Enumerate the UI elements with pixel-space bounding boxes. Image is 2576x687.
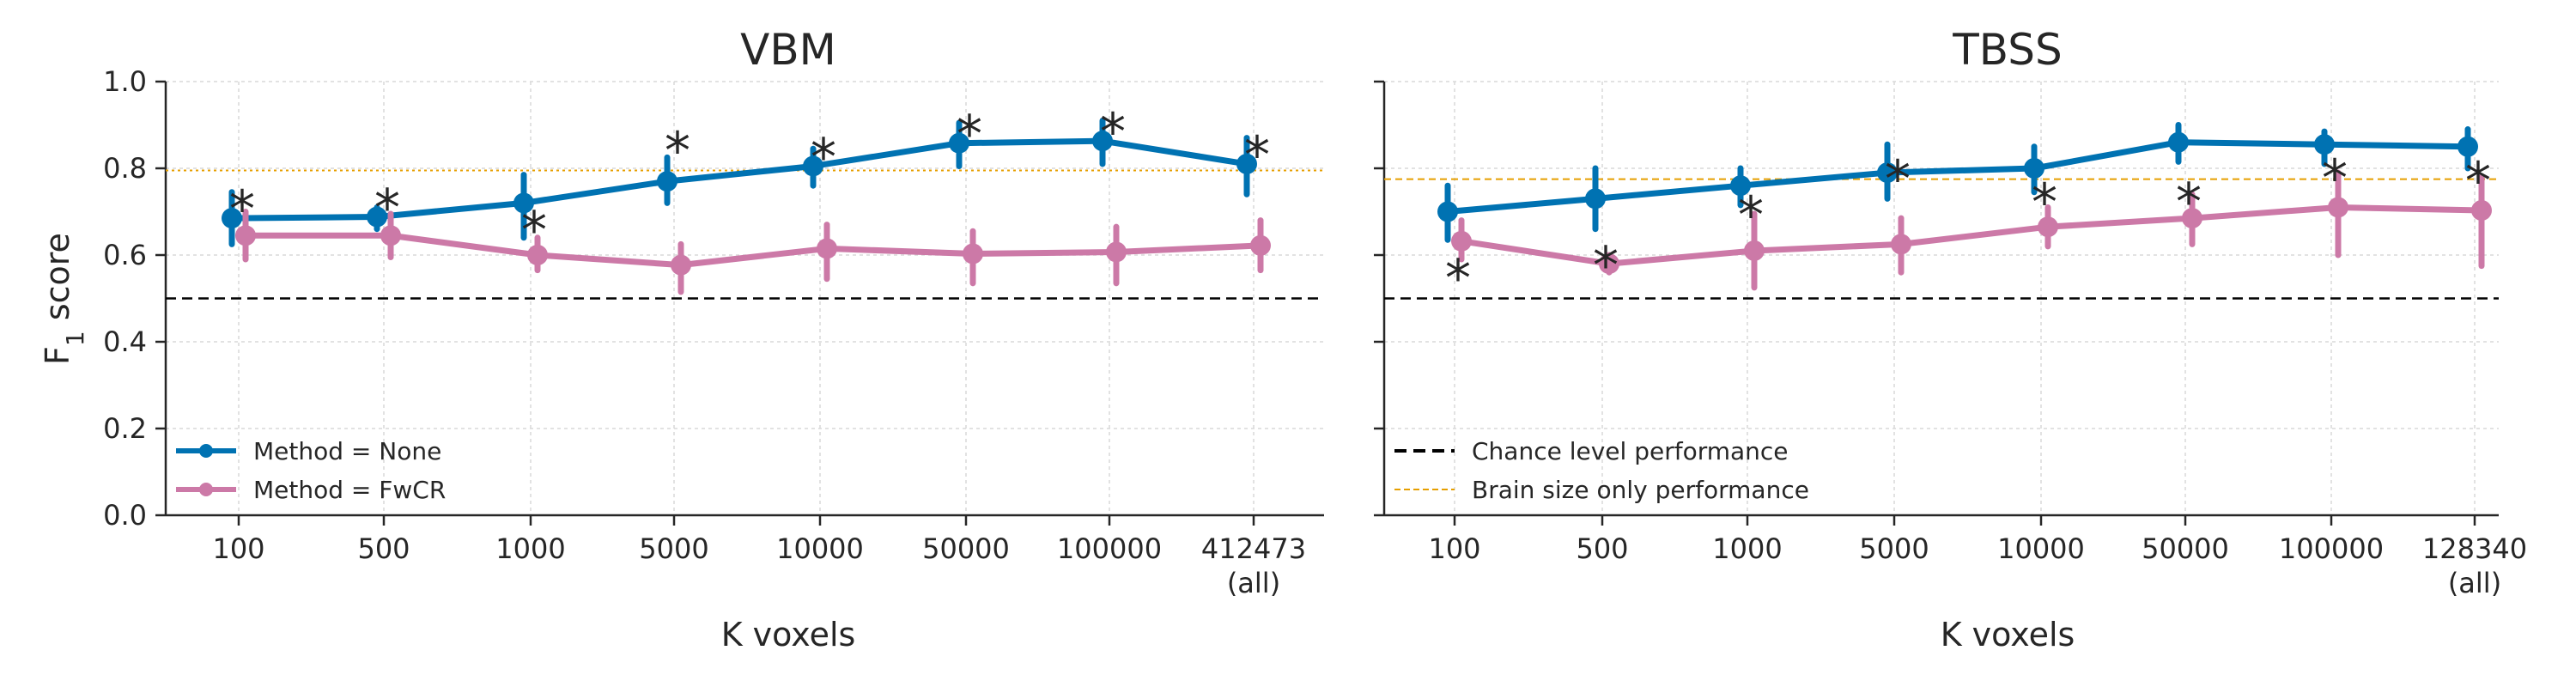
data-point: [657, 171, 677, 192]
vbm-x-axis-label: K voxels: [721, 616, 856, 654]
significance-marker: *: [2032, 173, 2057, 233]
data-point: [1236, 153, 1257, 174]
significance-marker: *: [1738, 185, 1764, 246]
significance-marker: *: [811, 127, 836, 187]
legend-marker: [199, 444, 213, 458]
y-tick-label: 0.0: [103, 499, 147, 532]
significance-marker: *: [1100, 102, 1126, 162]
legend-label: Method = FwCR: [253, 476, 446, 504]
data-point: [222, 208, 242, 229]
data-point: [817, 238, 837, 259]
data-point: [949, 132, 969, 154]
significance-marker: *: [1593, 235, 1619, 295]
series-line-1: [246, 232, 1261, 269]
tbss-panel: TBSS K voxels 100 500 1000 5000 10000 50000 10…: [1374, 25, 2527, 654]
x-tick-label: 500: [357, 532, 410, 565]
data-point: [1599, 253, 1619, 275]
data-point: [1744, 240, 1765, 261]
x-tick-label: 100000: [2279, 532, 2384, 565]
vbm-panel: VBM K voxels F1 score 0.0 0.2 0.4 0.6 0.8 1.0…: [39, 25, 1324, 654]
data-point: [527, 245, 548, 265]
significance-marker: *: [2322, 149, 2348, 209]
x-tick-label: 1000: [495, 532, 565, 565]
tbss-title: TBSS: [1952, 25, 2062, 75]
significance-marker: *: [2465, 151, 2491, 211]
data-point: [1451, 230, 1472, 252]
significance-marker: *: [957, 105, 982, 165]
data-point: [2168, 131, 2189, 153]
tbss-x-axis-label: K voxels: [1941, 616, 2075, 654]
series-line-0: [1447, 139, 2469, 215]
data-point: [963, 243, 983, 264]
data-point: [513, 192, 534, 214]
x-tick-label: 1000: [1712, 532, 1782, 565]
data-point: [1891, 234, 1911, 255]
data-point: [1106, 241, 1127, 263]
x-tick-label: 500: [1576, 532, 1628, 565]
vbm-title: VBM: [740, 25, 836, 75]
data-point: [803, 155, 823, 177]
significance-marker: *: [1445, 249, 1471, 309]
series-line-0: [231, 137, 1248, 222]
significance-marker: *: [1885, 149, 1911, 210]
data-point: [1092, 131, 1113, 152]
x-tick-label: 412473 (all): [1201, 532, 1306, 599]
y-tick-label: 0.8: [103, 152, 147, 185]
data-point: [2024, 158, 2044, 179]
data-point: [2038, 216, 2058, 238]
data-point: [2328, 197, 2348, 218]
data-point: [380, 225, 401, 246]
x-tick-label: 50000: [2142, 532, 2229, 565]
x-tick-label: 5000: [639, 532, 708, 565]
data-point: [671, 254, 691, 276]
significance-marker: *: [1244, 125, 1270, 185]
significance-marker: *: [374, 179, 400, 239]
legend-label: Method = None: [253, 437, 441, 465]
x-tick-label: 50000: [922, 532, 1010, 565]
data-point: [1730, 175, 1751, 197]
data-point: [2471, 199, 2492, 221]
data-point: [1437, 201, 1458, 222]
data-point: [1585, 188, 1606, 210]
data-point: [235, 225, 256, 246]
x-tick-label: 10000: [776, 532, 864, 565]
legend-label: Brain size only performance: [1472, 476, 1809, 504]
data-point: [2314, 134, 2335, 155]
significance-marker: *: [229, 179, 255, 240]
x-tick-label: 100: [212, 532, 264, 565]
series-line-1: [1461, 204, 2482, 267]
data-point: [1877, 162, 1898, 184]
significance-marker: *: [2176, 173, 2202, 233]
y-axis-label: F1 score: [39, 233, 89, 365]
data-point: [2182, 208, 2202, 229]
legend-label: Chance level performance: [1472, 437, 1789, 465]
x-tick-label: 10000: [1997, 532, 2085, 565]
x-tick-label: 100: [1428, 532, 1480, 565]
significance-marker: *: [665, 121, 690, 181]
y-tick-label: 0.6: [103, 239, 147, 271]
data-point: [1250, 234, 1271, 256]
y-tick-label: 1.0: [103, 65, 147, 98]
x-tick-label: 5000: [1859, 532, 1929, 565]
data-point: [367, 206, 387, 228]
x-tick-label: 128340 (all): [2422, 532, 2527, 599]
legend-marker: [199, 483, 213, 496]
y-tick-label: 0.4: [103, 325, 147, 358]
x-tick-label: 100000: [1057, 532, 1162, 565]
y-tick-label: 0.2: [103, 412, 147, 445]
data-point: [2458, 136, 2478, 157]
significance-marker: *: [521, 200, 547, 260]
